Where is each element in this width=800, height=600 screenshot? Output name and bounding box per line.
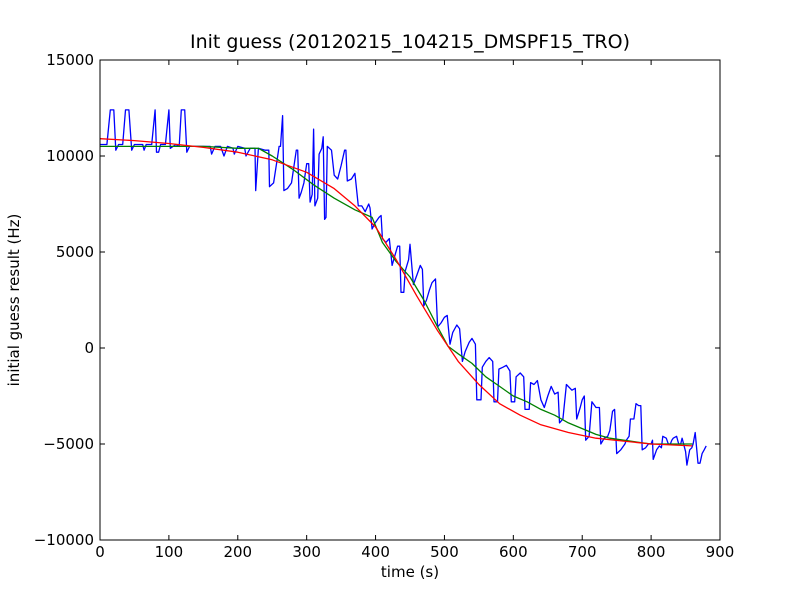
series-green-line [100, 145, 693, 445]
y-tick-label: 15000 [46, 51, 94, 69]
chart-title: Init guess (20120215_104215_DMSPF15_TRO) [190, 31, 630, 53]
x-tick-label: 500 [430, 543, 459, 561]
x-tick-label: 900 [706, 543, 735, 561]
x-tick-label: 0 [95, 543, 105, 561]
x-tick-label: 400 [361, 543, 390, 561]
y-tick-label: 5000 [56, 243, 94, 261]
x-tick-label: 700 [568, 543, 597, 561]
y-tick-label: 0 [84, 339, 94, 357]
x-tick-label: 300 [292, 543, 321, 561]
x-tick-label: 100 [155, 543, 184, 561]
y-tick-label: 10000 [46, 147, 94, 165]
plot-frame [99, 59, 721, 541]
series-red-line [99, 138, 693, 447]
y-tick-label: −10000 [34, 531, 94, 549]
x-tick-label: 600 [499, 543, 528, 561]
series-layer [99, 109, 707, 466]
y-axis-label: initial guess result (Hz) [5, 214, 23, 387]
x-tick-label: 200 [223, 543, 252, 561]
x-tick-label: 800 [637, 543, 666, 561]
y-tick-label: −5000 [43, 435, 94, 453]
ticks-layer: 0 100 200 300 400 500 600 700 800 900 −10000 −5000 0… [34, 51, 735, 561]
x-axis-label: time (s) [381, 563, 439, 581]
